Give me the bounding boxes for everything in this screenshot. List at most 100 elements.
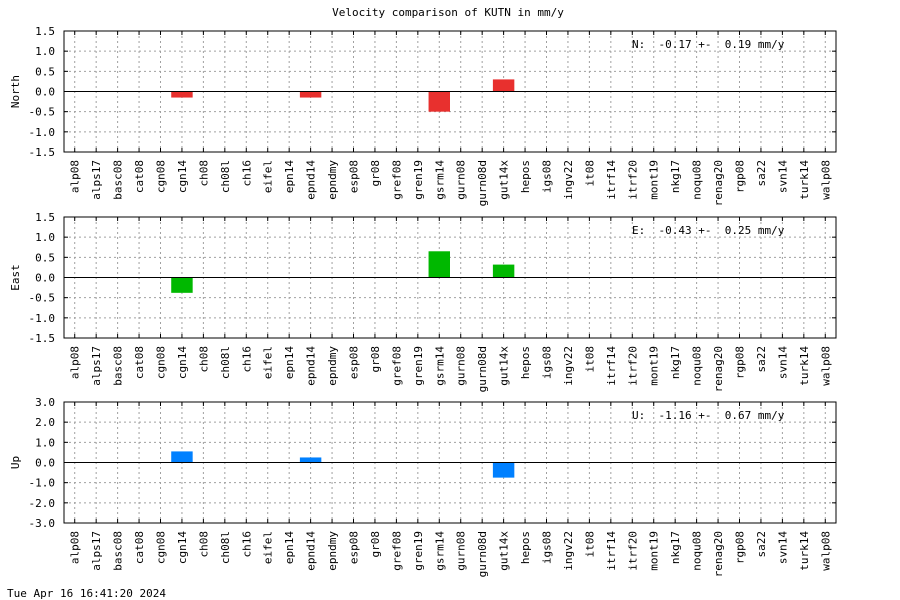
x-tick-label: renag20 [712,160,725,206]
x-tick-label: igs08 [541,346,554,379]
x-tick-label: sa22 [755,531,768,558]
x-tick-label: eifel [262,346,275,379]
y-tick-label: 2.0 [35,416,55,429]
y-tick-label: 0.0 [35,86,55,99]
panel-east: 1.5 1.0 0.5 0.0 -0.5 -1.0 -1.5 alp08 alps17 basc0… [9,211,837,392]
x-tick-label: gref08 [390,346,403,386]
x-tick-label: mont19 [648,160,661,200]
x-tick-label: cat08 [133,346,146,379]
x-tick-label: itrf20 [626,160,639,200]
y-tick-label: 1.0 [35,436,55,449]
x-tick-label: ingv22 [562,346,575,386]
x-tick-label: alps17 [90,531,103,571]
x-tick-label: noqu08 [691,160,704,200]
x-tick-label: hepos [519,160,532,193]
x-tick-label: gut14x [498,160,511,200]
x-tick-label: ch08l [219,531,232,564]
x-tick-label: ch08 [197,160,210,187]
bar-north-cgn14 [171,91,193,98]
x-tick-label: svn14 [776,531,789,564]
x-tick-label: epndmy [326,531,339,571]
x-tick-label: hepos [519,531,532,564]
x-tick-label: gr08 [369,346,382,373]
plot-frame [63,216,837,339]
bar-up-cgn14 [171,451,193,463]
x-tick-label: epndmy [326,346,339,386]
x-tick-label: walp08 [819,531,832,571]
y-axis-label: Up [9,456,22,469]
x-tick-label: nkg17 [669,160,682,193]
x-tick-label: rgp08 [734,160,747,193]
stats-annotation: N: -0.17 +- 0.19 mm/y [632,38,785,51]
x-tick-label: itrf20 [626,531,639,571]
x-tick-label: noqu08 [691,531,704,571]
x-tick-label: svn14 [776,160,789,193]
x-tick-label: gref08 [390,160,403,200]
x-tick-label: cgn14 [176,346,189,379]
x-tick-label: gr08 [369,160,382,187]
bar-north-gut14x [492,79,515,92]
x-tick-label: ch08 [197,346,210,373]
x-tick-label: igs08 [541,160,554,193]
x-tick-label: basc08 [112,346,125,386]
x-tick-label: gut14x [498,531,511,571]
x-tick-label: gut14x [498,346,511,386]
bar-east-gut14x [492,264,515,278]
x-tick-label: epnd14 [305,346,318,386]
x-tick-label: hepos [519,346,532,379]
x-tick-label: sa22 [755,346,768,373]
x-tick-label: walp08 [819,346,832,386]
x-tick-label: alps17 [90,160,103,200]
x-tick-label: nkg17 [669,346,682,379]
x-tick-label: gren19 [412,160,425,200]
x-tick-label: alp08 [69,346,82,379]
y-tick-label: 1.0 [35,231,55,244]
plot-frame [63,401,837,524]
x-tick-label: cgn08 [155,346,168,379]
x-tick-label: svn14 [776,346,789,379]
x-tick-label: alps17 [90,346,103,386]
x-tick-label: gref08 [390,531,403,571]
y-tick-label: -2.0 [29,497,56,510]
x-tick-label: gurn08 [455,160,468,200]
x-tick-label: nkg17 [669,531,682,564]
x-tick-label: eifel [262,531,275,564]
x-tick-label: basc08 [112,531,125,571]
panel-up: 3.0 2.0 1.0 0.0 -1.0 -2.0 -3.0 alp08 alps17 basc0… [9,396,837,577]
x-tick-label: itrf20 [626,346,639,386]
x-tick-label: ch16 [240,346,253,373]
x-tick-label: epn14 [283,531,296,564]
y-tick-label: -1.0 [29,126,56,139]
y-axis-label: North [9,75,22,108]
x-tick-label: ingv22 [562,531,575,571]
x-tick-label: itrf14 [605,346,618,386]
y-tick-label: -0.5 [29,106,56,119]
x-tick-label: igs08 [541,531,554,564]
x-tick-label: turk14 [798,160,811,200]
x-tick-label: cat08 [133,531,146,564]
x-tick-label: eifel [262,160,275,193]
chart-title: Velocity comparison of KUTN in mm/y [332,6,564,19]
x-tick-label: gren19 [412,531,425,571]
x-tick-label: ch08 [197,531,210,558]
x-tick-label: walp08 [819,160,832,200]
x-tick-label: gren19 [412,346,425,386]
x-tick-label: ch16 [240,160,253,187]
x-tick-label: rgp08 [734,346,747,379]
y-tick-label: -1.5 [29,146,56,159]
x-tick-label: esp08 [348,160,361,193]
y-tick-label: -1.0 [29,312,56,325]
x-tick-label: mont19 [648,531,661,571]
y-tick-label: 3.0 [35,396,55,409]
x-tick-label: cgn14 [176,531,189,564]
y-tick-label: 0.0 [35,272,55,285]
bar-east-gsrm14 [428,251,450,278]
x-tick-label: esp08 [348,531,361,564]
y-tick-label: -1.0 [29,477,56,490]
x-tick-label: gurn08 [455,346,468,386]
x-tick-label: gurn08d [476,531,489,577]
x-tick-label: epnd14 [305,531,318,571]
x-tick-label: gsrm14 [433,160,446,200]
x-tick-label: rgp08 [734,531,747,564]
